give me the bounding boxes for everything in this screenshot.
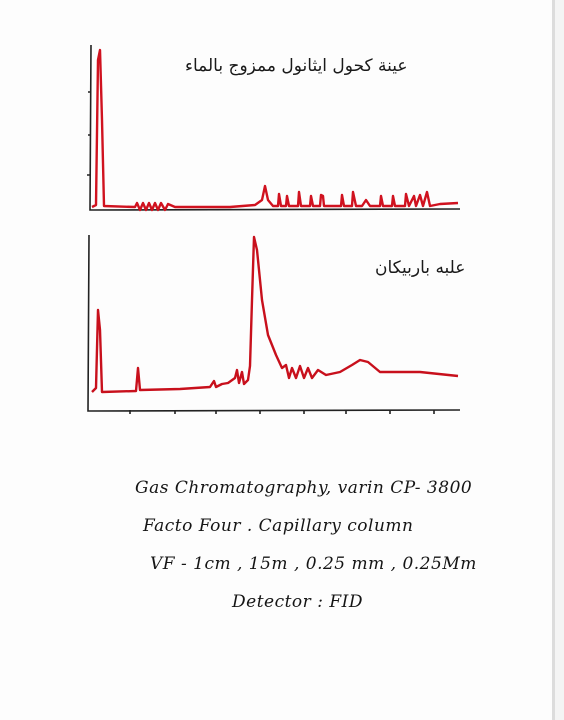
axes [87,44,461,414]
panel-title: عينة كحول ايثانول ممزوج بالماء [185,56,408,76]
trace-top [91,48,459,212]
chromatograms [87,44,461,414]
panel-title: علبه باربيكان [375,258,466,278]
note: Gas Chromatography, varin CP- 3800 [135,478,473,498]
ticks-bottom [129,410,435,414]
ticks-top [87,91,91,176]
note: VF - 1cm , 15m , 0.25 mm , 0.25Mm [150,554,477,574]
axis-top [89,44,461,211]
note: Facto Four . Capillary column [143,516,414,536]
trace-bottom [91,235,459,394]
note: Detector : FID [232,592,363,612]
axis-bottom [87,234,461,412]
